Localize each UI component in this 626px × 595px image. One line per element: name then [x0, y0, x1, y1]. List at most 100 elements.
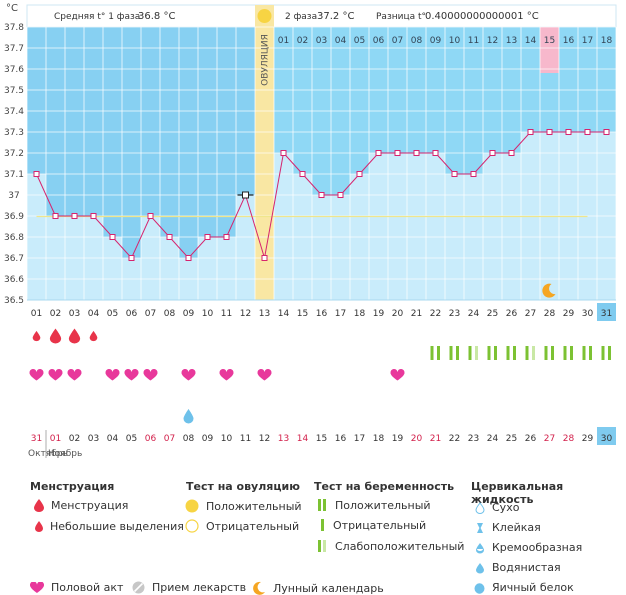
- temperature-point: [223, 234, 230, 240]
- calendar-date-label: 31: [31, 434, 42, 444]
- legend-menstruation-title: Менструация: [30, 480, 115, 493]
- cycle-day-label: 30: [582, 309, 594, 319]
- legend-pregnancy-title: Тест на беременность: [314, 480, 455, 493]
- temperature-point: [527, 129, 534, 135]
- moon-icon: [542, 283, 556, 298]
- heart-icon: [124, 368, 139, 381]
- sticky-icon: [477, 522, 483, 533]
- calendar-date-label: 08: [183, 434, 195, 444]
- blood-drop-icon: [68, 328, 81, 344]
- cycle-day-label: 17: [335, 309, 346, 319]
- calendar-date-label: 12: [259, 434, 270, 444]
- cycle-day-label: 12: [240, 309, 251, 319]
- legend-cervical-eggwhite-label: Яичный белок: [492, 581, 574, 594]
- calendar-date-label: 13: [278, 434, 289, 444]
- under-line-fill: [426, 153, 445, 300]
- phase2-day-label: 03: [316, 36, 327, 46]
- temperature-point: [242, 191, 249, 199]
- pregnancy-test-bar: [525, 346, 529, 360]
- pregnancy-positive-icon: [318, 499, 326, 511]
- under-line-fill: [217, 237, 236, 300]
- calendar-date-label: 27: [544, 434, 555, 444]
- temperature-point: [546, 129, 553, 135]
- cycle-day-label: 08: [164, 309, 176, 319]
- phase2-day-label: 16: [563, 36, 575, 46]
- legend-cervical-watery: Водянистая: [475, 561, 561, 574]
- y-tick-label: 37: [8, 191, 19, 201]
- phase2-day-label: 17: [582, 36, 593, 46]
- ovulation-positive-icon: [257, 9, 272, 23]
- phase2-day-label: 18: [601, 36, 613, 46]
- cycle-day-label: 25: [487, 309, 498, 319]
- heart-icon: [67, 368, 82, 381]
- legend-cervical-sticky: Клейкая: [475, 521, 541, 534]
- temperature-point: [508, 150, 515, 156]
- dry-drop-icon: [475, 501, 485, 514]
- phase2-day-label: 09: [430, 36, 442, 46]
- calendar-date-label: 18: [373, 434, 385, 444]
- legend-cervical-title: Цервикальная жидкость: [471, 480, 564, 506]
- calendar-date-label: 15: [316, 434, 327, 444]
- legend-ovulation-title: Тест на овуляцию: [186, 480, 300, 493]
- pregnancy-test-bar: [582, 346, 586, 360]
- phase1-avg-value: 36.8 °C: [138, 11, 175, 22]
- cycle-day-label: 31: [601, 309, 612, 319]
- calendar-date-label: 30: [601, 434, 613, 444]
- pregnancy-test-bar: [487, 346, 491, 360]
- y-tick-label: 36.7: [4, 254, 24, 264]
- y-tick-label: 37.8: [4, 23, 24, 33]
- cycle-day-highlight: [597, 303, 616, 321]
- calendar-date-label: 17: [354, 434, 365, 444]
- temperature-point: [584, 129, 591, 135]
- cycle-day-label: 03: [69, 309, 80, 319]
- cycle-day-label: 19: [373, 309, 385, 319]
- phase2-day-label: 13: [506, 36, 517, 46]
- cycle-day-label: 28: [544, 309, 556, 319]
- y-tick-label: 37.3: [4, 128, 24, 138]
- cycle-day-label: 07: [145, 309, 156, 319]
- calendar-date-label: 19: [392, 434, 404, 444]
- temperature-point: [90, 213, 97, 219]
- legend-pregnancy-positive: Положительный: [318, 499, 431, 512]
- temperature-point: [565, 129, 572, 135]
- pregnancy-test-bar: [532, 346, 535, 360]
- calendar-date-label: 22: [449, 434, 460, 444]
- legend-pregnancy-negative: Отрицательный: [320, 519, 426, 532]
- under-line-fill: [388, 153, 407, 300]
- heart-icon: [257, 368, 272, 381]
- y-tick-label: 37.7: [4, 44, 24, 54]
- y-tick-label: 36.8: [4, 233, 24, 243]
- temperature-point: [52, 213, 59, 219]
- calendar-date-label: 04: [107, 434, 119, 444]
- legend-moon-label: Лунный календарь: [273, 581, 384, 595]
- cycle-day-label: 06: [126, 309, 138, 319]
- cycle-day-label: 04: [88, 309, 100, 319]
- calendar-date-label: 28: [563, 434, 575, 444]
- y-tick-label: 36.6: [4, 275, 24, 285]
- month-label-november: Ноябрь: [48, 449, 82, 459]
- temperature-point: [128, 255, 135, 261]
- temperature-point: [432, 150, 439, 156]
- under-line-fill: [483, 153, 502, 300]
- cervical-fluid-icon: [183, 409, 194, 424]
- heart-icon: [30, 581, 44, 593]
- legend-medication-label: Прием лекарств: [152, 581, 247, 594]
- phase2-avg-value: 37.2 °C: [317, 11, 354, 22]
- pregnancy-test-bar: [494, 346, 497, 360]
- pill-icon: [132, 581, 145, 594]
- ovulation-label: ОВУЛЯЦИЯ: [261, 34, 271, 86]
- legend-menstruation: Менструация: [34, 499, 128, 512]
- phase2-day-label: 10: [449, 36, 461, 46]
- calendar-date-label: 23: [468, 434, 479, 444]
- under-line-fill: [502, 153, 521, 300]
- month-label-october: Октябрь: [28, 449, 68, 459]
- under-line-fill: [369, 153, 388, 300]
- cycle-day-label: 05: [107, 309, 118, 319]
- legend-cervical-eggwhite: Яичный белок: [474, 581, 574, 594]
- cycle-day-label: 22: [430, 309, 441, 319]
- small-drop-icon: [89, 330, 98, 342]
- legend-intercourse-label: Половой акт: [51, 581, 124, 594]
- cycle-day-label: 20: [392, 309, 404, 319]
- pregnancy-test-bar: [601, 346, 605, 360]
- calendar-date-label: 24: [487, 434, 499, 444]
